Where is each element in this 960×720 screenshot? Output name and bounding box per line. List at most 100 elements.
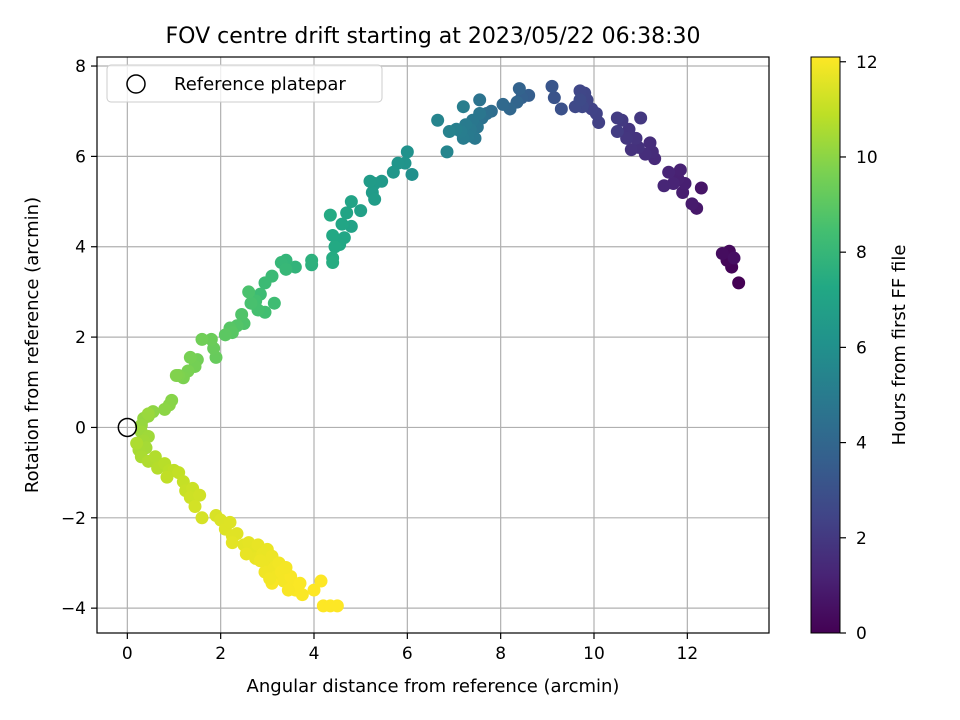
data-point: [223, 515, 237, 529]
data-point: [279, 560, 293, 574]
data-point: [188, 500, 202, 514]
data-point: [242, 285, 256, 299]
data-point: [512, 82, 526, 96]
data-point: [727, 251, 741, 265]
colorbar-tick-label: 10: [856, 148, 878, 168]
data-point: [263, 572, 277, 586]
colorbar: 0 2 4 6 8 10 12 Hours from first FF file: [810, 53, 910, 644]
legend-box: [106, 64, 383, 103]
data-point: [732, 276, 746, 290]
data-point: [715, 247, 729, 261]
data-point: [643, 136, 657, 150]
x-tick-label: 8: [495, 644, 506, 664]
y-tick-label: 4: [75, 238, 86, 258]
colorbar-tick-label: 0: [856, 624, 867, 644]
data-point: [440, 145, 454, 159]
colorbar-label: Hours from first FF file: [889, 245, 910, 446]
y-tick-label: 2: [75, 328, 86, 348]
data-point: [685, 197, 699, 211]
data-point: [673, 163, 687, 177]
data-point: [335, 217, 349, 231]
data-point: [305, 253, 319, 267]
colorbar-tick-label: 6: [856, 338, 867, 358]
y-axis-label: Rotation from reference (arcmin): [22, 197, 43, 493]
data-point: [354, 204, 368, 218]
data-point: [330, 599, 344, 613]
data-point: [620, 131, 634, 145]
data-point: [431, 113, 445, 127]
data-point: [340, 206, 354, 220]
data-point: [554, 102, 568, 116]
data-point: [624, 143, 638, 157]
data-point: [295, 588, 309, 602]
data-point: [130, 436, 144, 450]
data-point: [195, 332, 209, 346]
data-point: [158, 402, 172, 416]
data-point: [629, 131, 643, 145]
plot-frame: [96, 56, 770, 634]
y-tick-label: 6: [75, 147, 86, 167]
data-point: [386, 165, 400, 179]
data-point: [496, 97, 510, 111]
data-point: [218, 328, 232, 342]
data-point: [244, 296, 258, 310]
data-point: [281, 583, 295, 597]
x-tick-label: 12: [677, 644, 699, 664]
legend: Reference platepar: [106, 64, 383, 103]
data-point: [328, 240, 342, 254]
y-axis: −4 −2 0 2 4 6 8: [61, 57, 97, 619]
data-point: [267, 296, 281, 310]
data-point: [193, 488, 207, 502]
data-point: [610, 125, 624, 139]
reference-platepar-marker: [117, 417, 138, 438]
data-point: [573, 93, 587, 107]
data-point: [183, 350, 197, 364]
y-tick-label: 0: [75, 418, 86, 438]
data-point: [195, 511, 209, 525]
data-point: [573, 84, 587, 98]
data-point: [368, 192, 382, 206]
data-point: [141, 407, 155, 421]
data-point: [547, 91, 561, 105]
x-axis-label: Angular distance from reference (arcmin): [247, 676, 620, 697]
x-tick-label: 2: [215, 644, 226, 664]
data-point: [326, 256, 340, 270]
data-point: [610, 111, 624, 125]
data-point: [456, 100, 470, 114]
data-point: [400, 145, 414, 159]
data-point: [657, 179, 671, 193]
x-tick-label: 4: [309, 644, 320, 664]
data-point: [545, 79, 559, 93]
x-axis: 0 2 4 6 8 10 12: [122, 633, 698, 664]
colorbar-tick-label: 2: [856, 529, 867, 549]
y-tick-label: 8: [75, 57, 86, 77]
data-point: [363, 174, 377, 188]
data-point: [235, 308, 249, 322]
data-point: [326, 228, 340, 242]
data-point: [279, 262, 293, 276]
grid-lines: [97, 57, 769, 633]
colorbar-ticks: 0 2 4 6 8 10 12: [840, 53, 878, 644]
legend-label: Reference platepar: [174, 74, 346, 95]
chart-title: FOV centre drift starting at 2023/05/22 …: [166, 24, 701, 49]
data-points: [130, 79, 746, 613]
data-point: [253, 554, 267, 568]
colorbar-tick-label: 12: [856, 53, 878, 73]
data-point: [405, 167, 419, 181]
legend-marker: [126, 74, 146, 94]
data-point: [307, 583, 321, 597]
colorbar-gradient: [810, 56, 841, 634]
data-point: [169, 368, 183, 382]
data-point: [473, 93, 487, 107]
data-point: [694, 181, 708, 195]
y-tick-label: −2: [61, 509, 86, 529]
y-tick-label: −4: [61, 599, 86, 619]
x-tick-label: 10: [583, 644, 605, 664]
data-point: [662, 165, 676, 179]
data-point: [323, 208, 337, 222]
data-point: [239, 547, 253, 561]
data-point: [442, 125, 456, 139]
x-tick-label: 0: [122, 644, 133, 664]
data-point: [634, 111, 648, 125]
